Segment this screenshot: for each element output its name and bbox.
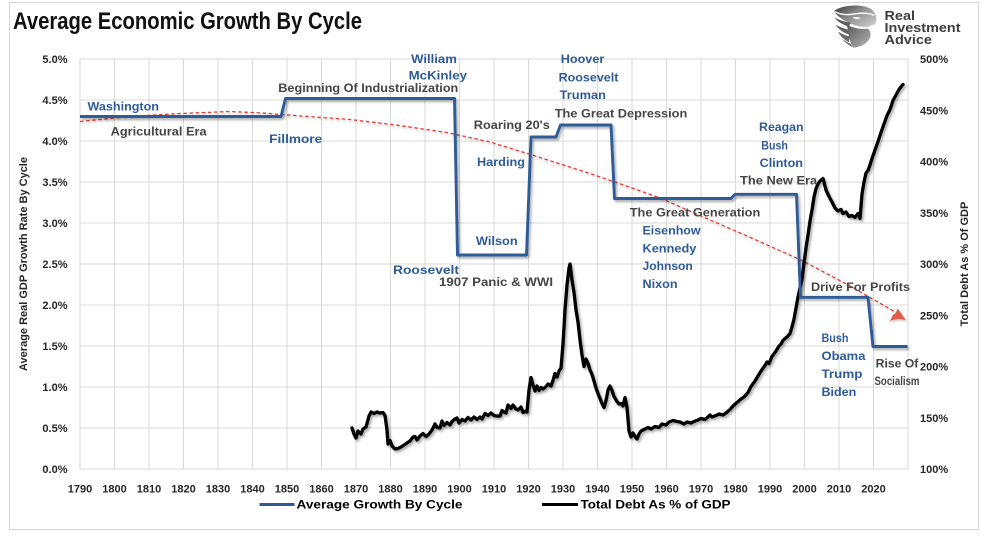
svg-text:2.5%: 2.5% [42,259,67,271]
svg-text:1860: 1860 [309,484,333,496]
svg-text:1920: 1920 [516,484,540,496]
svg-text:1800: 1800 [102,484,126,496]
svg-text:300%: 300% [920,259,948,271]
svg-text:Trump: Trump [822,367,863,381]
svg-text:Biden: Biden [822,385,857,399]
svg-text:Washington: Washington [88,100,160,114]
svg-text:Average Economic Growth By Cyc: Average Economic Growth By Cycle [13,8,362,35]
svg-text:100%: 100% [920,464,948,476]
svg-text:150%: 150% [920,413,948,425]
svg-text:Reagan: Reagan [759,120,804,134]
svg-text:1970: 1970 [689,484,713,496]
svg-text:1.0%: 1.0% [42,382,67,394]
svg-text:1910: 1910 [482,484,506,496]
svg-text:1940: 1940 [585,484,609,496]
svg-text:0.5%: 0.5% [42,423,67,435]
svg-text:The New Era: The New Era [740,173,818,187]
svg-text:Advice: Advice [885,33,933,47]
svg-text:The Great Depression: The Great Depression [555,106,688,120]
svg-text:Average Real GDP Growth Rate B: Average Real GDP Growth Rate By Cycle [18,157,30,371]
svg-text:Bush: Bush [822,331,849,345]
svg-text:1980: 1980 [723,484,747,496]
svg-text:Agricultural Era: Agricultural Era [111,125,207,139]
svg-text:1.5%: 1.5% [42,341,67,353]
svg-text:Hoover: Hoover [561,52,605,66]
svg-text:Fillmore: Fillmore [269,132,322,146]
svg-text:1850: 1850 [275,484,299,496]
svg-text:3.0%: 3.0% [42,218,67,230]
svg-text:400%: 400% [920,157,948,169]
svg-text:Roaring 20's: Roaring 20's [474,118,550,132]
svg-text:4.5%: 4.5% [42,95,67,107]
svg-text:1890: 1890 [413,484,437,496]
svg-text:1900: 1900 [447,484,471,496]
svg-text:Nixon: Nixon [643,277,678,291]
svg-text:Investment: Investment [885,21,962,35]
svg-text:Johnson: Johnson [643,259,693,273]
svg-text:1820: 1820 [171,484,195,496]
svg-text:Bush: Bush [761,138,788,152]
svg-text:Average Growth By Cycle: Average Growth By Cycle [297,500,463,512]
svg-text:450%: 450% [920,105,948,117]
svg-text:1960: 1960 [654,484,678,496]
svg-text:Eisenhow: Eisenhow [643,223,702,237]
svg-text:1790: 1790 [68,484,92,496]
svg-text:Kennedy: Kennedy [643,241,697,255]
svg-text:0.0%: 0.0% [42,464,67,476]
svg-text:Roosevelt: Roosevelt [559,71,619,85]
svg-text:2020: 2020 [861,484,885,496]
svg-text:250%: 250% [920,310,948,322]
svg-text:3.5%: 3.5% [42,177,67,189]
svg-text:Obama: Obama [822,349,866,363]
svg-text:1930: 1930 [551,484,575,496]
svg-text:2010: 2010 [827,484,851,496]
svg-text:Clinton: Clinton [760,156,803,170]
svg-text:1950: 1950 [620,484,644,496]
svg-text:William: William [411,52,457,66]
svg-text:200%: 200% [920,362,948,374]
svg-text:Total Debt As % Of GDP: Total Debt As % Of GDP [959,202,971,327]
svg-text:Beginning Of Industrialization: Beginning Of Industrialization [278,81,458,95]
svg-text:1880: 1880 [378,484,402,496]
svg-text:Wilson: Wilson [476,234,518,248]
svg-text:McKinley: McKinley [409,69,468,83]
svg-text:The Great Generation: The Great Generation [630,206,761,220]
svg-text:Total Debt As % of GDP: Total Debt As % of GDP [581,500,731,512]
svg-text:350%: 350% [920,208,948,220]
svg-text:Rise Of: Rise Of [876,356,920,370]
svg-text:5.0%: 5.0% [42,54,67,66]
svg-text:1810: 1810 [137,484,161,496]
svg-text:1907 Panic & WWI: 1907 Panic & WWI [439,275,553,289]
svg-text:Real: Real [885,9,916,23]
svg-text:Roosevelt: Roosevelt [393,263,459,277]
svg-text:Harding: Harding [477,155,525,169]
svg-text:2.0%: 2.0% [42,300,67,312]
svg-text:4.0%: 4.0% [42,136,67,148]
svg-text:1870: 1870 [344,484,368,496]
svg-text:Truman: Truman [560,88,606,102]
svg-text:2000: 2000 [792,484,816,496]
svg-text:Socialism: Socialism [875,376,920,388]
svg-text:1840: 1840 [240,484,264,496]
svg-text:Drive For Profits: Drive For Profits [811,280,910,294]
svg-text:1830: 1830 [206,484,230,496]
svg-text:1990: 1990 [758,484,782,496]
svg-text:500%: 500% [920,54,948,66]
